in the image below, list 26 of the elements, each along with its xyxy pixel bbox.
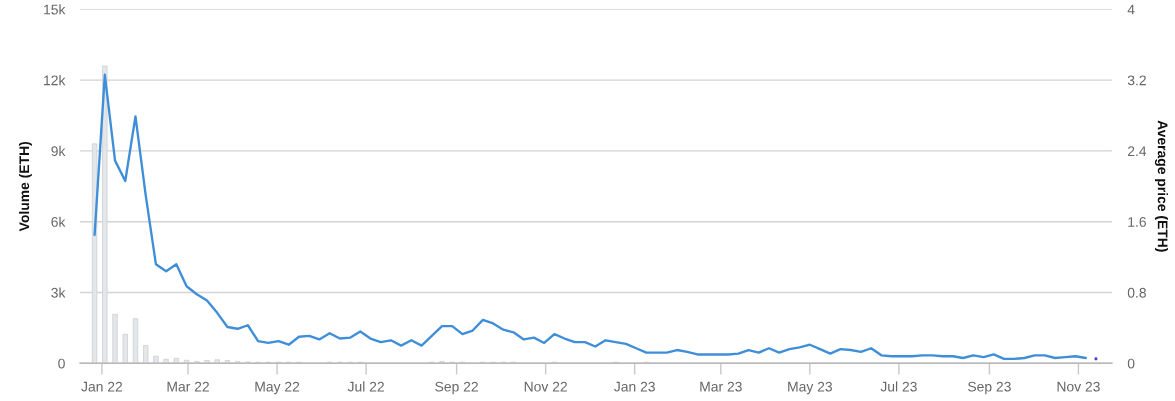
x-tick-label: Sep 22 xyxy=(435,381,478,395)
y2-axis-title: Average price (ETH) xyxy=(1154,120,1168,252)
y2-tick-label: 0.8 xyxy=(1127,287,1146,298)
x-tick-label: Jan 23 xyxy=(614,381,655,392)
y2-tick-label: 1.6 xyxy=(1128,217,1146,227)
y-tick-label: 9k xyxy=(51,145,66,157)
y-tick-label: 3k xyxy=(51,287,66,298)
x-tick-label: Jul 23 xyxy=(880,381,917,392)
y2-tick-label: 2.4 xyxy=(1127,146,1147,156)
x-tick-label: Nov 22 xyxy=(524,381,567,392)
y-axis-title: Volume (ETH) xyxy=(18,141,32,232)
x-tick-label: Jul 22 xyxy=(347,381,384,392)
x-tick-label: Mar 22 xyxy=(167,381,209,392)
x-tick-label: Nov 23 xyxy=(1057,381,1100,392)
y-tick-label: 15k xyxy=(44,4,66,15)
x-tick-label: Sep 23 xyxy=(968,381,1011,395)
x-tick-label: May 22 xyxy=(255,381,300,395)
y-tick-label: 12k xyxy=(44,75,66,86)
y2-tick-label: 4 xyxy=(1127,4,1135,15)
x-tick-label: Mar 23 xyxy=(700,381,742,392)
y-tick-label: 0 xyxy=(58,358,65,369)
y2-tick-label: 0 xyxy=(1127,358,1135,369)
x-tick-label: May 23 xyxy=(788,381,833,395)
x-tick-label: Jan 22 xyxy=(81,381,123,392)
y-tick-label: 6k xyxy=(51,216,66,227)
y2-tick-label: 3.2 xyxy=(1127,75,1146,86)
